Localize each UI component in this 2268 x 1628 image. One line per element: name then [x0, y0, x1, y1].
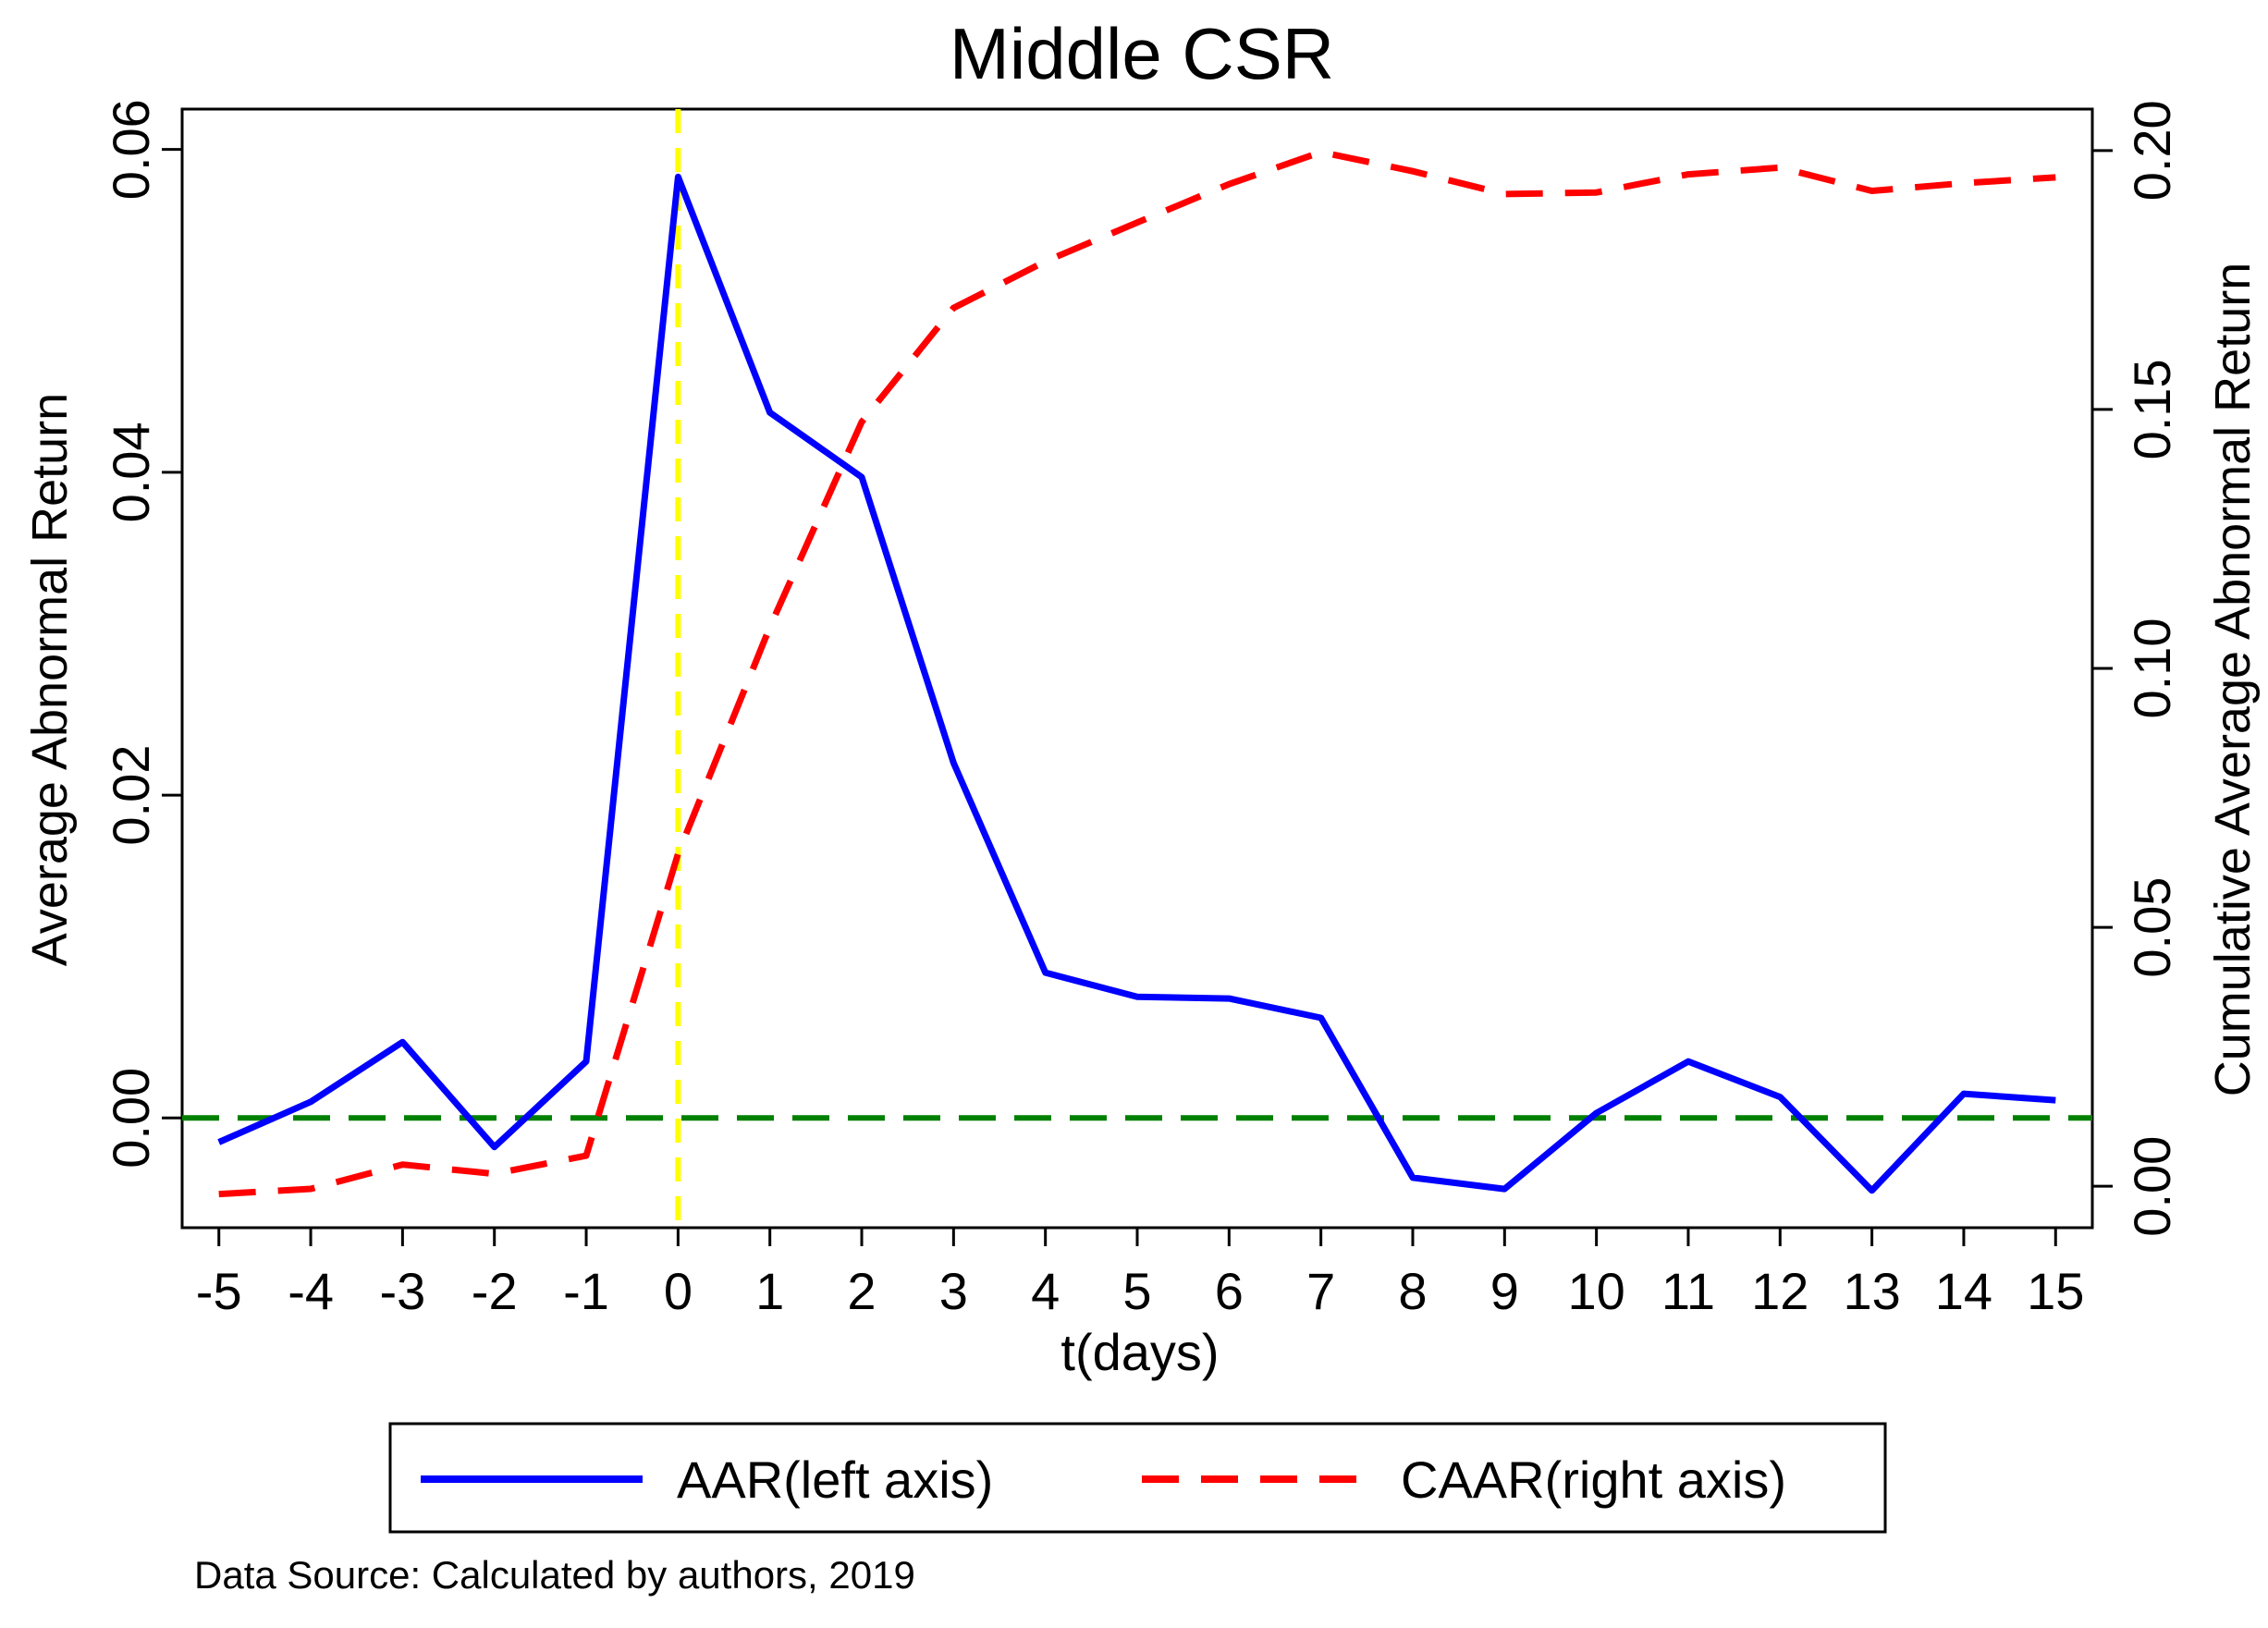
x-axis-tick-label: 15	[2027, 1262, 2084, 1320]
right-axis-tick-label: 0.20	[2123, 100, 2181, 201]
x-axis-title: t(days)	[1060, 1323, 1219, 1381]
data-point-aar	[859, 474, 864, 480]
x-axis-tick-label: 14	[1935, 1262, 1992, 1320]
x-axis-tick-label: 5	[1122, 1262, 1151, 1320]
series-line-caar	[218, 149, 2056, 1198]
chart-title: Middle CSR	[950, 13, 1334, 94]
data-point-aar	[583, 1059, 589, 1064]
data-point-caar	[1410, 168, 1416, 174]
right-axis: 0.00 0.05 0.10 0.15 0.20	[2092, 100, 2181, 1237]
data-point-caar	[675, 851, 680, 857]
right-axis-tick-label: 0.00	[2123, 1136, 2181, 1237]
data-point-caar	[950, 305, 956, 311]
data-point-aar	[1318, 1015, 1324, 1021]
x-axis-tick-label: 2	[847, 1262, 876, 1320]
x-axis-tick-label: 12	[1751, 1262, 1808, 1320]
reference-lines	[182, 109, 2092, 1228]
data-point-aar	[1594, 1110, 1600, 1116]
x-axis-tick-label: -2	[472, 1262, 518, 1320]
data-point-aar	[1043, 970, 1048, 975]
left-axis-tick-label: 0.02	[102, 745, 160, 846]
left-axis-tick-label: 0.04	[102, 422, 160, 522]
data-point-caar	[1318, 150, 1324, 155]
data-point-caar	[1777, 165, 1783, 170]
x-axis-tick-label: 4	[1031, 1262, 1060, 1320]
data-point-aar	[492, 1144, 497, 1150]
data-point-caar	[308, 1186, 313, 1192]
data-point-aar	[1226, 996, 1232, 1001]
legend-label-aar: AAR(left axis)	[677, 1451, 993, 1509]
x-axis-tick-label: -4	[288, 1262, 334, 1320]
x-axis-tick-label: 3	[939, 1262, 968, 1320]
x-axis-tick-label: 7	[1306, 1262, 1335, 1320]
x-axis-tick-label: 1	[755, 1262, 784, 1320]
data-point-aar	[675, 174, 680, 179]
data-point-caar	[1134, 220, 1140, 226]
x-axis-tick-label: 8	[1398, 1262, 1427, 1320]
x-axis-tick-label: -1	[563, 1262, 609, 1320]
data-point-caar	[1594, 190, 1600, 195]
data-point-aar	[1134, 994, 1140, 999]
x-axis-tick-label: 11	[1661, 1262, 1715, 1320]
data-point-caar	[216, 1192, 222, 1197]
left-axis-tick-label: 0.00	[102, 1068, 160, 1169]
data-point-aar	[1961, 1091, 1967, 1096]
left-axis: 0.00 0.02 0.04 0.06	[102, 99, 182, 1169]
data-point-aar	[1777, 1095, 1783, 1100]
data-point-caar	[1961, 180, 1967, 186]
series-line-aar	[217, 173, 2056, 1194]
x-axis-tick-label: 13	[1843, 1262, 1900, 1320]
right-axis-tick-label: 0.15	[2123, 359, 2181, 459]
x-axis-tick-label: 0	[664, 1262, 693, 1320]
data-point-aar	[1502, 1186, 1507, 1192]
data-point-caar	[1226, 181, 1232, 187]
x-axis-tick-label: -3	[380, 1262, 426, 1320]
data-point-aar	[2053, 1097, 2058, 1103]
data-point-caar	[1502, 191, 1507, 197]
x-axis-tick-label: 9	[1490, 1262, 1519, 1320]
data-point-aar	[767, 410, 773, 415]
right-axis-title: Cumulative Average Abnormal Return	[2205, 263, 2261, 1097]
x-axis: -5 -4 -3 -2 -1 0 1 2 3 4 5 6 7 8 9 10 11 12 13 14 15	[196, 1228, 2084, 1320]
right-axis-tick-label: 0.10	[2123, 618, 2181, 719]
data-point-aar	[1410, 1175, 1416, 1181]
data-point-aar	[1686, 1059, 1691, 1064]
data-point-caar	[583, 1153, 589, 1158]
data-point-aar	[399, 1039, 405, 1045]
data-point-caar	[492, 1171, 497, 1177]
data-point-caar	[399, 1162, 405, 1168]
data-point-aar	[1870, 1188, 1875, 1193]
x-axis-tick-label: -5	[196, 1262, 242, 1320]
data-point-caar	[859, 419, 864, 424]
data-point-aar	[216, 1140, 222, 1145]
data-point-caar	[1043, 259, 1048, 264]
legend-label-caar: CAAR(right axis)	[1401, 1451, 1786, 1509]
x-axis-tick-label: 10	[1567, 1262, 1624, 1320]
data-point-aar	[950, 760, 956, 765]
legend: AAR(left axis) CAAR(right axis)	[388, 1422, 1887, 1534]
data-point-caar	[767, 624, 773, 630]
data-point-caar	[1870, 189, 1875, 194]
data-point-caar	[1686, 172, 1691, 177]
right-axis-tick-label: 0.05	[2123, 877, 2181, 978]
left-axis-tick-label: 0.06	[102, 99, 160, 200]
data-point-aar	[308, 1099, 313, 1105]
x-axis-tick-label: 6	[1215, 1262, 1244, 1320]
series-layer	[216, 149, 2058, 1198]
data-point-caar	[2053, 175, 2058, 180]
data-source-note: Data Source: Calculated by authors, 2019	[194, 1553, 915, 1597]
left-axis-title: Average Abnormal Return	[22, 393, 78, 966]
